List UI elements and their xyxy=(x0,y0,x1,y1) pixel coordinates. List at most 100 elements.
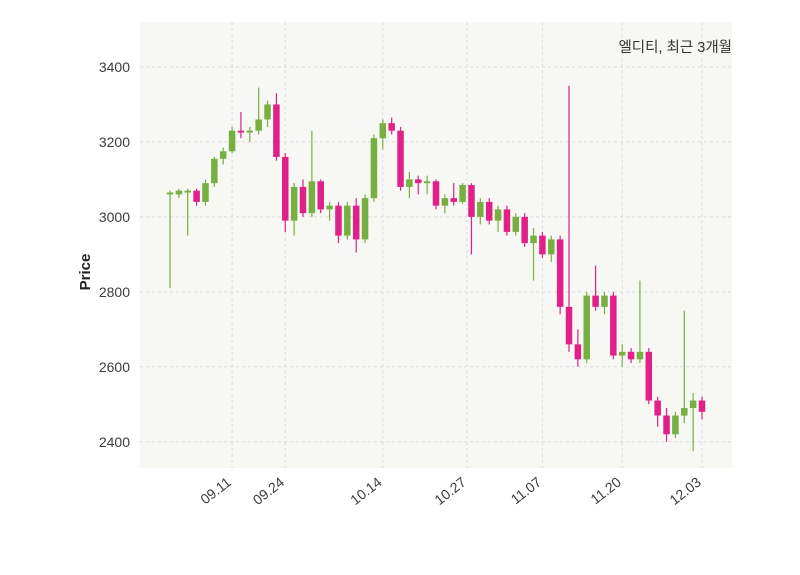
candle xyxy=(485,198,493,225)
candle-body xyxy=(618,351,626,356)
x-tick-label: 09.24 xyxy=(250,474,288,508)
candle xyxy=(273,93,280,161)
candle xyxy=(618,344,626,367)
candle-body xyxy=(548,239,555,255)
candle-body xyxy=(636,351,644,360)
candle xyxy=(548,235,555,262)
candle xyxy=(494,205,502,232)
candle-body xyxy=(574,344,582,360)
candle-body xyxy=(415,179,422,184)
candle xyxy=(432,179,440,210)
candle xyxy=(299,179,307,217)
candle-body xyxy=(202,183,209,202)
candle-body xyxy=(423,181,431,184)
candle-body xyxy=(379,123,387,139)
candle xyxy=(166,190,174,289)
candle-body xyxy=(406,179,413,187)
candle-body xyxy=(290,186,298,221)
candle xyxy=(406,171,413,199)
candle-body xyxy=(672,415,679,435)
chart-title: 엘디티, 최근 3개월 xyxy=(618,39,732,56)
candle-body xyxy=(601,295,608,307)
candle xyxy=(415,175,422,195)
candle xyxy=(698,396,706,420)
candle xyxy=(352,198,360,253)
candle xyxy=(539,231,546,259)
candle xyxy=(290,183,298,236)
candle xyxy=(379,119,387,150)
candle-body xyxy=(459,185,466,202)
candle-body xyxy=(468,185,475,217)
plot-area xyxy=(140,22,732,468)
candle-body xyxy=(273,104,280,157)
candle-body xyxy=(610,295,617,356)
candle xyxy=(388,117,395,135)
candle xyxy=(370,134,378,202)
candle-body xyxy=(494,209,502,221)
candle xyxy=(627,348,635,364)
y-tick-label: 2600 xyxy=(99,359,130,375)
candle xyxy=(477,198,484,225)
candle-body xyxy=(592,295,599,307)
candle xyxy=(282,153,289,232)
candle-body xyxy=(698,400,706,412)
candle-series xyxy=(166,85,706,452)
candle-body xyxy=(512,216,520,232)
candle xyxy=(503,205,511,236)
candle-body xyxy=(344,205,351,236)
candle-body xyxy=(370,138,378,199)
candle-body xyxy=(219,151,227,159)
candle xyxy=(344,201,351,240)
candle xyxy=(202,179,209,206)
candle-body xyxy=(326,205,333,210)
candle xyxy=(610,291,617,360)
candle-body xyxy=(228,130,236,152)
candle xyxy=(574,329,582,367)
candle xyxy=(423,175,431,195)
candle xyxy=(689,393,697,452)
candle-body xyxy=(184,190,191,193)
candle xyxy=(512,213,520,236)
candle xyxy=(663,408,670,442)
candle xyxy=(317,179,324,214)
candle xyxy=(255,87,262,135)
gridline-layer xyxy=(140,22,732,468)
y-tick-label: 2800 xyxy=(99,284,130,300)
candle-body xyxy=(361,198,369,240)
candle-body xyxy=(175,190,183,195)
candle-body xyxy=(450,198,457,202)
candle xyxy=(326,201,333,221)
candle xyxy=(264,100,271,127)
candle-body xyxy=(282,156,289,221)
candle-body xyxy=(583,295,590,360)
candle xyxy=(521,213,528,247)
candle-body xyxy=(211,158,218,184)
candle-body xyxy=(255,119,262,131)
x-tick-label: 09.11 xyxy=(197,474,234,508)
candle-body xyxy=(193,190,200,202)
candle-body xyxy=(654,400,661,416)
candle xyxy=(246,126,254,142)
y-tick-label: 3400 xyxy=(99,59,130,75)
candle-body xyxy=(530,235,537,244)
candle xyxy=(441,194,449,214)
candle-body xyxy=(166,192,174,195)
candle xyxy=(681,310,688,424)
candle-body xyxy=(352,205,360,240)
candle-body xyxy=(335,205,342,236)
candle xyxy=(654,396,661,427)
candle xyxy=(228,126,236,154)
candle-body xyxy=(299,186,307,214)
y-axis-label: Price xyxy=(77,254,94,291)
candle-body xyxy=(521,216,528,244)
candle-body xyxy=(627,351,635,360)
candle xyxy=(592,265,599,311)
y-tick-label: 3200 xyxy=(99,134,130,150)
candle xyxy=(211,156,218,187)
candle xyxy=(193,188,200,206)
candle-body xyxy=(556,239,564,307)
candle-body xyxy=(503,209,511,232)
candle-body xyxy=(317,181,324,210)
candle xyxy=(565,85,573,352)
